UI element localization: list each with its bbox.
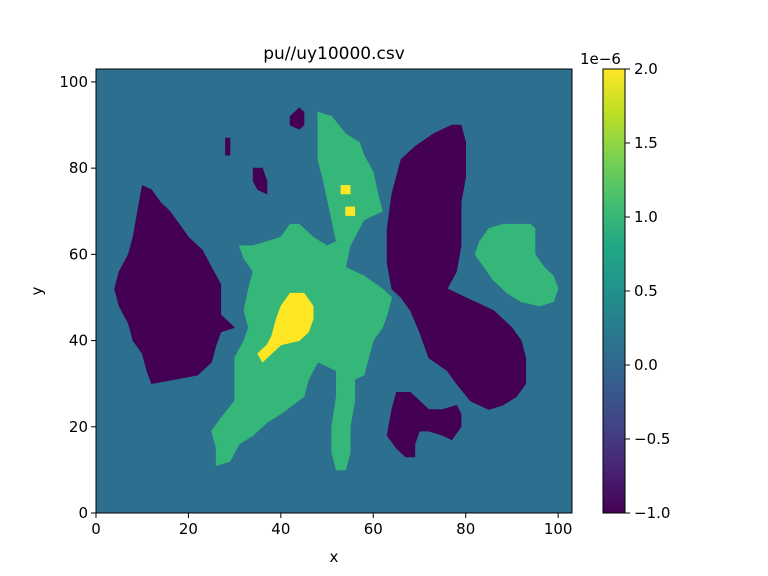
colorbar-tick-label: 2.0 xyxy=(634,60,658,78)
y-tick-label: 20 xyxy=(69,418,88,436)
y-axis: 0 20 40 60 80 100 xyxy=(59,73,96,522)
heatmap-region-11 xyxy=(345,206,356,216)
x-tick-label: 80 xyxy=(456,520,475,538)
heatmap-region-8 xyxy=(474,223,559,307)
colorbar-tick-label: 1.5 xyxy=(634,134,658,152)
y-tick-label: 0 xyxy=(78,504,88,522)
heatmap-region-2 xyxy=(386,124,527,410)
colorbar-tick-label: −1.0 xyxy=(634,504,670,522)
heatmap-region-1 xyxy=(114,184,236,385)
plot-frame xyxy=(95,68,573,514)
heatmap-region-7 xyxy=(211,111,393,471)
heatmap xyxy=(96,69,572,513)
y-axis-label: y xyxy=(28,286,46,295)
heatmap-region-6 xyxy=(252,167,268,195)
colorbar-multiplier: 1e−6 xyxy=(580,50,621,68)
y-tick-label: 40 xyxy=(69,332,88,350)
heatmap-region-3 xyxy=(386,391,462,458)
heatmap-region-9 xyxy=(257,292,314,363)
chart-title: pu//uy10000.csv xyxy=(263,44,405,64)
heatmap-region-5 xyxy=(225,137,231,156)
colorbar-tick-label: 0.0 xyxy=(634,356,658,374)
y-tick-label: 60 xyxy=(69,245,88,263)
x-axis-label: x xyxy=(330,548,339,566)
x-tick-label: 60 xyxy=(364,520,383,538)
heatmap-region-10 xyxy=(340,185,351,195)
y-tick-label: 80 xyxy=(69,159,88,177)
colorbar: 1e−6 −1.0 −0.5 0.0 0.5 1.0 1.5 2.0 xyxy=(580,50,670,522)
x-tick-label: 20 xyxy=(179,520,198,538)
colorbar-gradient xyxy=(602,68,626,514)
colorbar-tick-label: 1.0 xyxy=(634,208,658,226)
x-tick-label: 0 xyxy=(91,520,101,538)
heatmap-region-4 xyxy=(289,107,305,130)
x-tick-label: 100 xyxy=(544,520,573,538)
colorbar-tick-label: −0.5 xyxy=(634,430,670,448)
x-axis: 0 20 40 60 80 100 xyxy=(91,513,572,538)
x-tick-label: 40 xyxy=(271,520,290,538)
colorbar-tick-label: 0.5 xyxy=(634,282,658,300)
y-tick-label: 100 xyxy=(59,73,88,91)
